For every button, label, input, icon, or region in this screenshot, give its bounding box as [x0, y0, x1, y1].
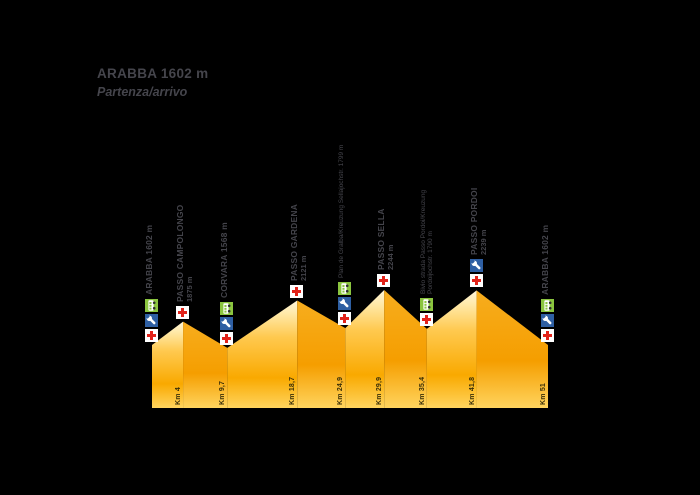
waypoint-elevation: 2121 m	[298, 255, 308, 281]
shuttle-bus-icon	[220, 301, 234, 315]
page-subtitle: Partenza/arrivo	[97, 84, 188, 99]
km-marker: Km 29,9	[376, 376, 384, 405]
waypoint-label: PASSO SELLA 2244 m	[376, 208, 395, 287]
medical-cross-icon	[290, 284, 304, 298]
waypoint-elevation: 2239 m	[478, 229, 488, 256]
waypoint-text: PASSO PORDOI 2239 m	[468, 187, 488, 256]
waypoint-elevation: 2244 m	[385, 244, 395, 270]
shuttle-bus-icon	[419, 297, 433, 311]
km-marker: Km 9,7	[219, 380, 227, 405]
waypoint-icons	[541, 299, 554, 342]
waypoint-icons	[145, 299, 158, 342]
waypoint-label: ARABBA 1602 m	[144, 224, 158, 342]
km-marker: Km 24,9	[337, 376, 345, 405]
mountain-face	[476, 290, 548, 408]
km-marker: Km 18,7	[289, 376, 297, 405]
medical-cross-icon	[145, 329, 158, 342]
medical-cross-icon	[469, 274, 483, 288]
waypoint-text: ARABBA 1602 m	[540, 224, 551, 295]
km-marker: Km 41,8	[468, 376, 476, 405]
waypoint-name: PASSO PORDOI	[468, 187, 479, 256]
shuttle-bus-icon	[145, 299, 158, 312]
medical-cross-icon	[541, 329, 554, 342]
mountain-face	[152, 321, 184, 408]
mountain-face	[384, 289, 427, 408]
waypoint-label: Bivio strada Passo Pordoi/Kreuzung Pordoi…	[419, 190, 435, 326]
waypoint-icons	[419, 297, 433, 326]
km-marker: Km 4	[175, 387, 183, 405]
waypoint-text: PASSO CAMPOLONGO 1875 m	[175, 204, 194, 302]
page-title: ARABBA 1602 m	[97, 66, 209, 81]
medical-cross-icon	[419, 312, 433, 326]
waypoint-name: ARABBA 1602 m	[144, 224, 154, 295]
km-marker: Km 51	[540, 382, 547, 405]
km-marker: Km 35,4	[418, 376, 426, 405]
waypoint-elevation: Pordoijochstr. 1790 m	[427, 231, 435, 294]
waypoint-icons	[338, 282, 352, 326]
medical-cross-icon	[377, 273, 391, 287]
waypoint-text: PASSO GARDENA 2121 m	[289, 203, 308, 281]
medical-cross-icon	[338, 312, 352, 326]
waypoint-name: Plan de Gralba/Kreuzung Sellajochstr. 17…	[338, 144, 346, 279]
waypoint-label: Plan de Gralba/Kreuzung Sellajochstr. 17…	[338, 145, 352, 326]
waypoint-label: PASSO CAMPOLONGO 1875 m	[175, 204, 194, 319]
waypoint-text: CORVARA 1568 m	[219, 222, 230, 298]
waypoint-label: CORVARA 1568 m	[219, 222, 234, 345]
mechanic-wrench-icon	[469, 259, 483, 273]
waypoint-text: Bivio strada Passo Pordoi/Kreuzung Pordoi…	[420, 190, 435, 294]
mechanic-wrench-icon	[220, 316, 234, 330]
waypoint-text: PASSO SELLA 2244 m	[376, 208, 395, 270]
mountain-face	[227, 300, 298, 408]
waypoint-icons	[290, 284, 304, 298]
medical-cross-icon	[176, 305, 190, 319]
waypoint-text: Plan de Gralba/Kreuzung Sellajochstr. 17…	[338, 145, 345, 278]
waypoint-label: PASSO PORDOI 2239 m	[468, 187, 488, 288]
waypoint-name: Bivio strada Passo Pordoi/Kreuzung	[419, 189, 427, 294]
mountain-face	[426, 290, 477, 408]
waypoint-icons	[469, 259, 483, 288]
mountain-face	[345, 289, 385, 408]
waypoint-name: ARABBA 1602 m	[540, 224, 550, 295]
mountain-face	[183, 321, 228, 408]
medical-cross-icon	[220, 331, 234, 345]
waypoint-icons	[176, 305, 190, 319]
title-block: ARABBA 1602 m Partenza/arrivo	[97, 66, 208, 99]
mechanic-wrench-icon	[145, 314, 158, 327]
mechanic-wrench-icon	[338, 297, 352, 311]
waypoint-label: ARABBA 1602 m	[540, 224, 554, 342]
waypoint-icons	[220, 301, 234, 345]
shuttle-bus-icon	[541, 299, 554, 312]
waypoint-text: ARABBA 1602 m	[144, 224, 155, 295]
waypoint-label: PASSO GARDENA 2121 m	[289, 203, 308, 298]
waypoint-icons	[377, 273, 391, 287]
waypoint-name: CORVARA 1568 m	[219, 222, 230, 298]
mechanic-wrench-icon	[541, 314, 554, 327]
mountain-face	[297, 300, 346, 408]
waypoint-elevation: 1875 m	[184, 276, 194, 302]
shuttle-bus-icon	[338, 282, 352, 296]
